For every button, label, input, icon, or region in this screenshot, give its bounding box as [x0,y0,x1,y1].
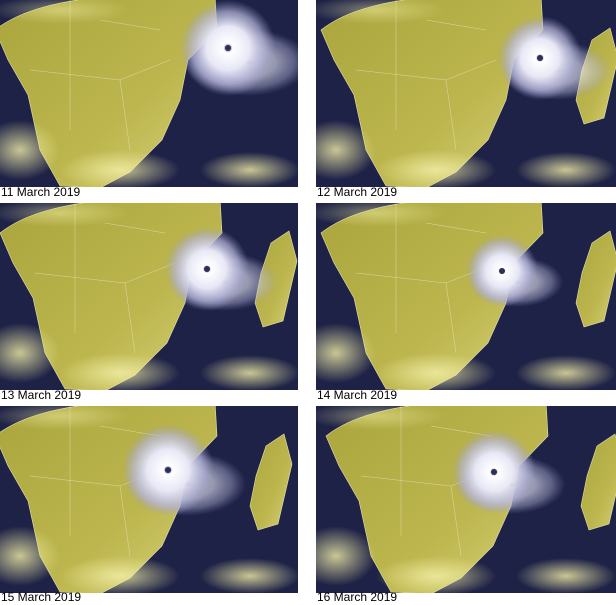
borders [29,406,171,557]
cyclone-eye [225,45,231,51]
satellite-image [0,406,298,593]
cyclone-eye [491,469,497,475]
clouds [516,152,616,187]
clouds [316,526,376,586]
caption: 13 March 2019 [1,388,81,402]
clouds [60,556,180,593]
clouds [0,406,130,430]
satellite-image [0,0,298,187]
cyclone-eye [204,266,210,272]
madagascar [575,230,616,328]
landmass [320,0,616,187]
caption: 16 March 2019 [317,590,397,604]
clouds [316,120,376,180]
madagascar [249,433,293,531]
clouds [0,526,60,586]
clouds [316,203,446,227]
caption: 12 March 2019 [317,185,397,199]
satellite-image [316,0,616,187]
cyclone-eye [499,268,505,274]
caption: 11 March 2019 [1,185,80,199]
clouds [376,353,496,390]
clouds [0,323,60,383]
satellite-image [316,203,616,390]
borders [355,203,497,354]
clouds [200,355,298,390]
cyclone-eye [537,55,543,61]
clouds [376,556,496,593]
clouds [516,355,616,390]
clouds [200,152,298,187]
clouds [200,558,298,593]
clouds [60,353,180,390]
borders [355,0,497,151]
borders [34,203,176,354]
madagascar [580,433,616,531]
clouds [316,323,376,383]
clouds [0,0,130,24]
caption: 15 March 2019 [1,590,81,604]
satellite-image [0,203,298,390]
clouds [0,203,130,227]
clouds [516,558,616,593]
clouds [316,0,446,24]
cyclone-eye [165,467,171,473]
borders [360,406,502,557]
borders [29,0,171,151]
clouds [60,150,180,187]
clouds [0,120,60,180]
clouds [316,406,446,430]
clouds [376,150,496,187]
satellite-image [316,406,616,593]
caption: 14 March 2019 [317,388,397,402]
